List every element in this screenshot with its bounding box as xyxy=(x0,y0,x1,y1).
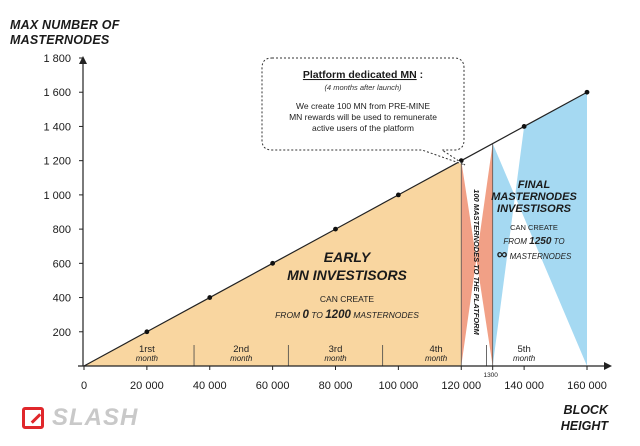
x-tick-label: 140 000 xyxy=(504,380,544,392)
early-range-part: 1200 xyxy=(325,309,351,321)
chart-month-dividers xyxy=(193,345,487,366)
x-tick-label: 120 000 xyxy=(441,380,481,392)
y-tick-label: 1 000 xyxy=(43,190,71,202)
x-axis-title: BLOCK HEIGHT xyxy=(561,402,608,434)
x-tick-label: 80 000 xyxy=(319,380,353,392)
early-range-text: FROM 0 TO 1200 MASTERNODES xyxy=(275,309,419,321)
x-tick-label: 0 xyxy=(81,380,87,392)
series-point xyxy=(584,89,590,95)
final-title-line-1: FINAL xyxy=(518,179,551,191)
final-can-create: CAN CREATE xyxy=(510,223,558,232)
early-range-part: FROM xyxy=(275,310,302,320)
final-range-part: 1250 xyxy=(529,236,552,247)
area-region-2 xyxy=(461,143,493,366)
y-tick-label: 600 xyxy=(53,258,71,270)
final-title-line-3: INVESTISORS xyxy=(497,203,572,215)
final-range-part: FROM xyxy=(503,237,529,246)
month-word-label: month xyxy=(136,354,159,363)
logo-text: SLASH xyxy=(52,404,139,431)
y-axis-title: MAX NUMBER OF MASTERNODES xyxy=(10,18,120,48)
chart-axes xyxy=(78,56,612,370)
y-axis-title-line-1: MAX NUMBER OF xyxy=(10,18,120,32)
early-range-part: 0 xyxy=(303,309,310,321)
callout-line-1: We create 100 MN from PRE-MINE xyxy=(296,101,430,111)
callout-title-colon: : xyxy=(417,69,423,81)
series-point xyxy=(144,329,150,335)
x-tick-label: 100 000 xyxy=(378,380,418,392)
x-axis-title-line-1: BLOCK xyxy=(563,403,608,417)
callout-title-text: Platform dedicated MN xyxy=(303,69,417,81)
month-number-label: 2nd xyxy=(233,344,249,355)
y-tick-label: 1 200 xyxy=(43,156,71,168)
y-axis-arrow xyxy=(79,56,87,64)
callout-line-3: active users of the platform xyxy=(312,123,414,133)
y-tick-label: 400 xyxy=(53,293,71,305)
callout-title: Platform dedicated MN : xyxy=(303,69,423,81)
series-point xyxy=(207,295,213,300)
x-tick-label: 20 000 xyxy=(130,380,164,392)
x-axis-title-line-2: HEIGHT xyxy=(560,419,608,433)
x-tick-label: 160 000 xyxy=(567,380,607,392)
final-range-text-2: ∞ MASTERNODES xyxy=(497,246,572,263)
month-number-label: 5th xyxy=(518,344,531,355)
month-word-label: month xyxy=(425,354,448,363)
callout-subtitle: (4 months after launch) xyxy=(324,83,402,92)
month-word-label: month xyxy=(513,354,536,363)
final-range-part: TO xyxy=(551,237,564,246)
month-word-label: month xyxy=(324,354,347,363)
y-axis-title-line-2: MASTERNODES xyxy=(10,33,110,47)
final-range-part: MASTERNODES xyxy=(507,252,572,261)
y-tick-label: 1 400 xyxy=(43,121,71,133)
area-region-3 xyxy=(492,92,587,366)
chart-ticks: 200 400 600 800 1 000 1 200 1 400 1 600 1 800 0 20… xyxy=(43,53,606,392)
platform-vertical-text: 100 MASTERNODES TO THE PLATFORM xyxy=(472,189,481,335)
series-point xyxy=(270,260,276,266)
month-number-label: 1rst xyxy=(139,344,155,355)
early-can-create: CAN CREATE xyxy=(320,294,374,304)
chart-series xyxy=(83,89,590,367)
month-number-label: 3rd xyxy=(329,344,343,355)
marker-1300-label: 1300 xyxy=(483,372,498,379)
series-point xyxy=(521,124,527,129)
early-range-part: TO xyxy=(309,310,325,320)
slash-logo-icon xyxy=(22,407,44,429)
y-tick-label: 1 800 xyxy=(43,53,71,65)
callout-shape xyxy=(261,57,466,166)
series-point xyxy=(333,226,338,232)
callout-line-2: MN rewards will be used to remunerate xyxy=(289,112,437,122)
y-tick-label: 200 xyxy=(53,327,71,339)
month-number-label: 4th xyxy=(429,344,442,355)
final-range-part: ∞ xyxy=(497,246,508,263)
y-tick-label: 1 600 xyxy=(43,87,71,99)
callout-bubble: Platform dedicated MN : (4 months after l… xyxy=(261,57,466,166)
early-range-part: MASTERNODES xyxy=(351,310,419,320)
slash-logo: SLASH xyxy=(22,404,138,432)
x-tick-label: 60 000 xyxy=(256,380,290,392)
month-word-label: month xyxy=(230,354,253,363)
y-tick-label: 800 xyxy=(53,224,71,236)
early-title-line-2: MN INVESTISORS xyxy=(287,267,407,283)
early-title-line-1: EARLY xyxy=(324,249,372,265)
x-axis-arrow xyxy=(604,362,612,370)
final-range-text: FROM 1250 TO xyxy=(503,236,564,247)
x-tick-label: 40 000 xyxy=(193,380,227,392)
final-title-line-2: MASTERNODES xyxy=(491,191,577,203)
series-point xyxy=(395,192,401,198)
chart-labels: 1rstmonth2ndmonth3rdmonth4thmonth5thmont… xyxy=(136,179,578,363)
